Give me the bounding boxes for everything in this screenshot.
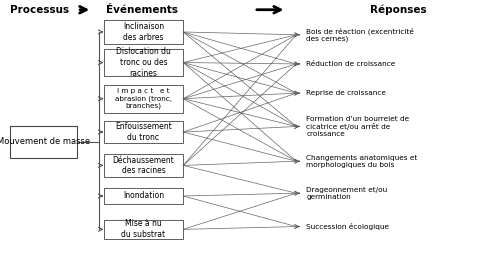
FancyBboxPatch shape [104,20,183,44]
FancyBboxPatch shape [104,154,183,177]
FancyBboxPatch shape [10,126,77,158]
FancyBboxPatch shape [104,188,183,203]
FancyBboxPatch shape [104,220,183,239]
FancyBboxPatch shape [104,85,183,113]
Text: Événements: Événements [106,5,178,15]
FancyBboxPatch shape [104,49,183,76]
Text: Formation d'un bourrelet de
cicatrice et/ou arrêt de
croissance: Formation d'un bourrelet de cicatrice et… [306,116,409,137]
Text: Reprise de croissance: Reprise de croissance [306,90,386,96]
Text: Drageonnement et/ou
germination: Drageonnement et/ou germination [306,187,387,200]
Text: Bois de réaction (excentricité
des cernes): Bois de réaction (excentricité des cerne… [306,27,414,42]
Text: Dislocation du
tronc ou des
racines: Dislocation du tronc ou des racines [116,47,171,78]
Text: Déchaussement
des racines: Déchaussement des racines [113,155,174,175]
Text: Processus: Processus [10,5,69,15]
Text: Mise à nu
du substrat: Mise à nu du substrat [122,219,165,239]
Text: Inclinaison
des arbres: Inclinaison des arbres [123,22,164,42]
Text: Enfouissement
du tronc: Enfouissement du tronc [115,122,172,142]
Text: Réduction de croissance: Réduction de croissance [306,61,395,67]
FancyBboxPatch shape [104,121,183,143]
Text: Succession écologique: Succession écologique [306,223,389,230]
Text: Changements anatomiques et
morphologiques du bois: Changements anatomiques et morphologique… [306,155,417,168]
Text: I m p a c t   e t
abrasion (tronc,
branches): I m p a c t e t abrasion (tronc, branche… [115,88,172,110]
Text: Réponses: Réponses [370,4,427,15]
Text: Inondation: Inondation [123,192,164,200]
Text: Mouvement de masse: Mouvement de masse [0,137,90,146]
